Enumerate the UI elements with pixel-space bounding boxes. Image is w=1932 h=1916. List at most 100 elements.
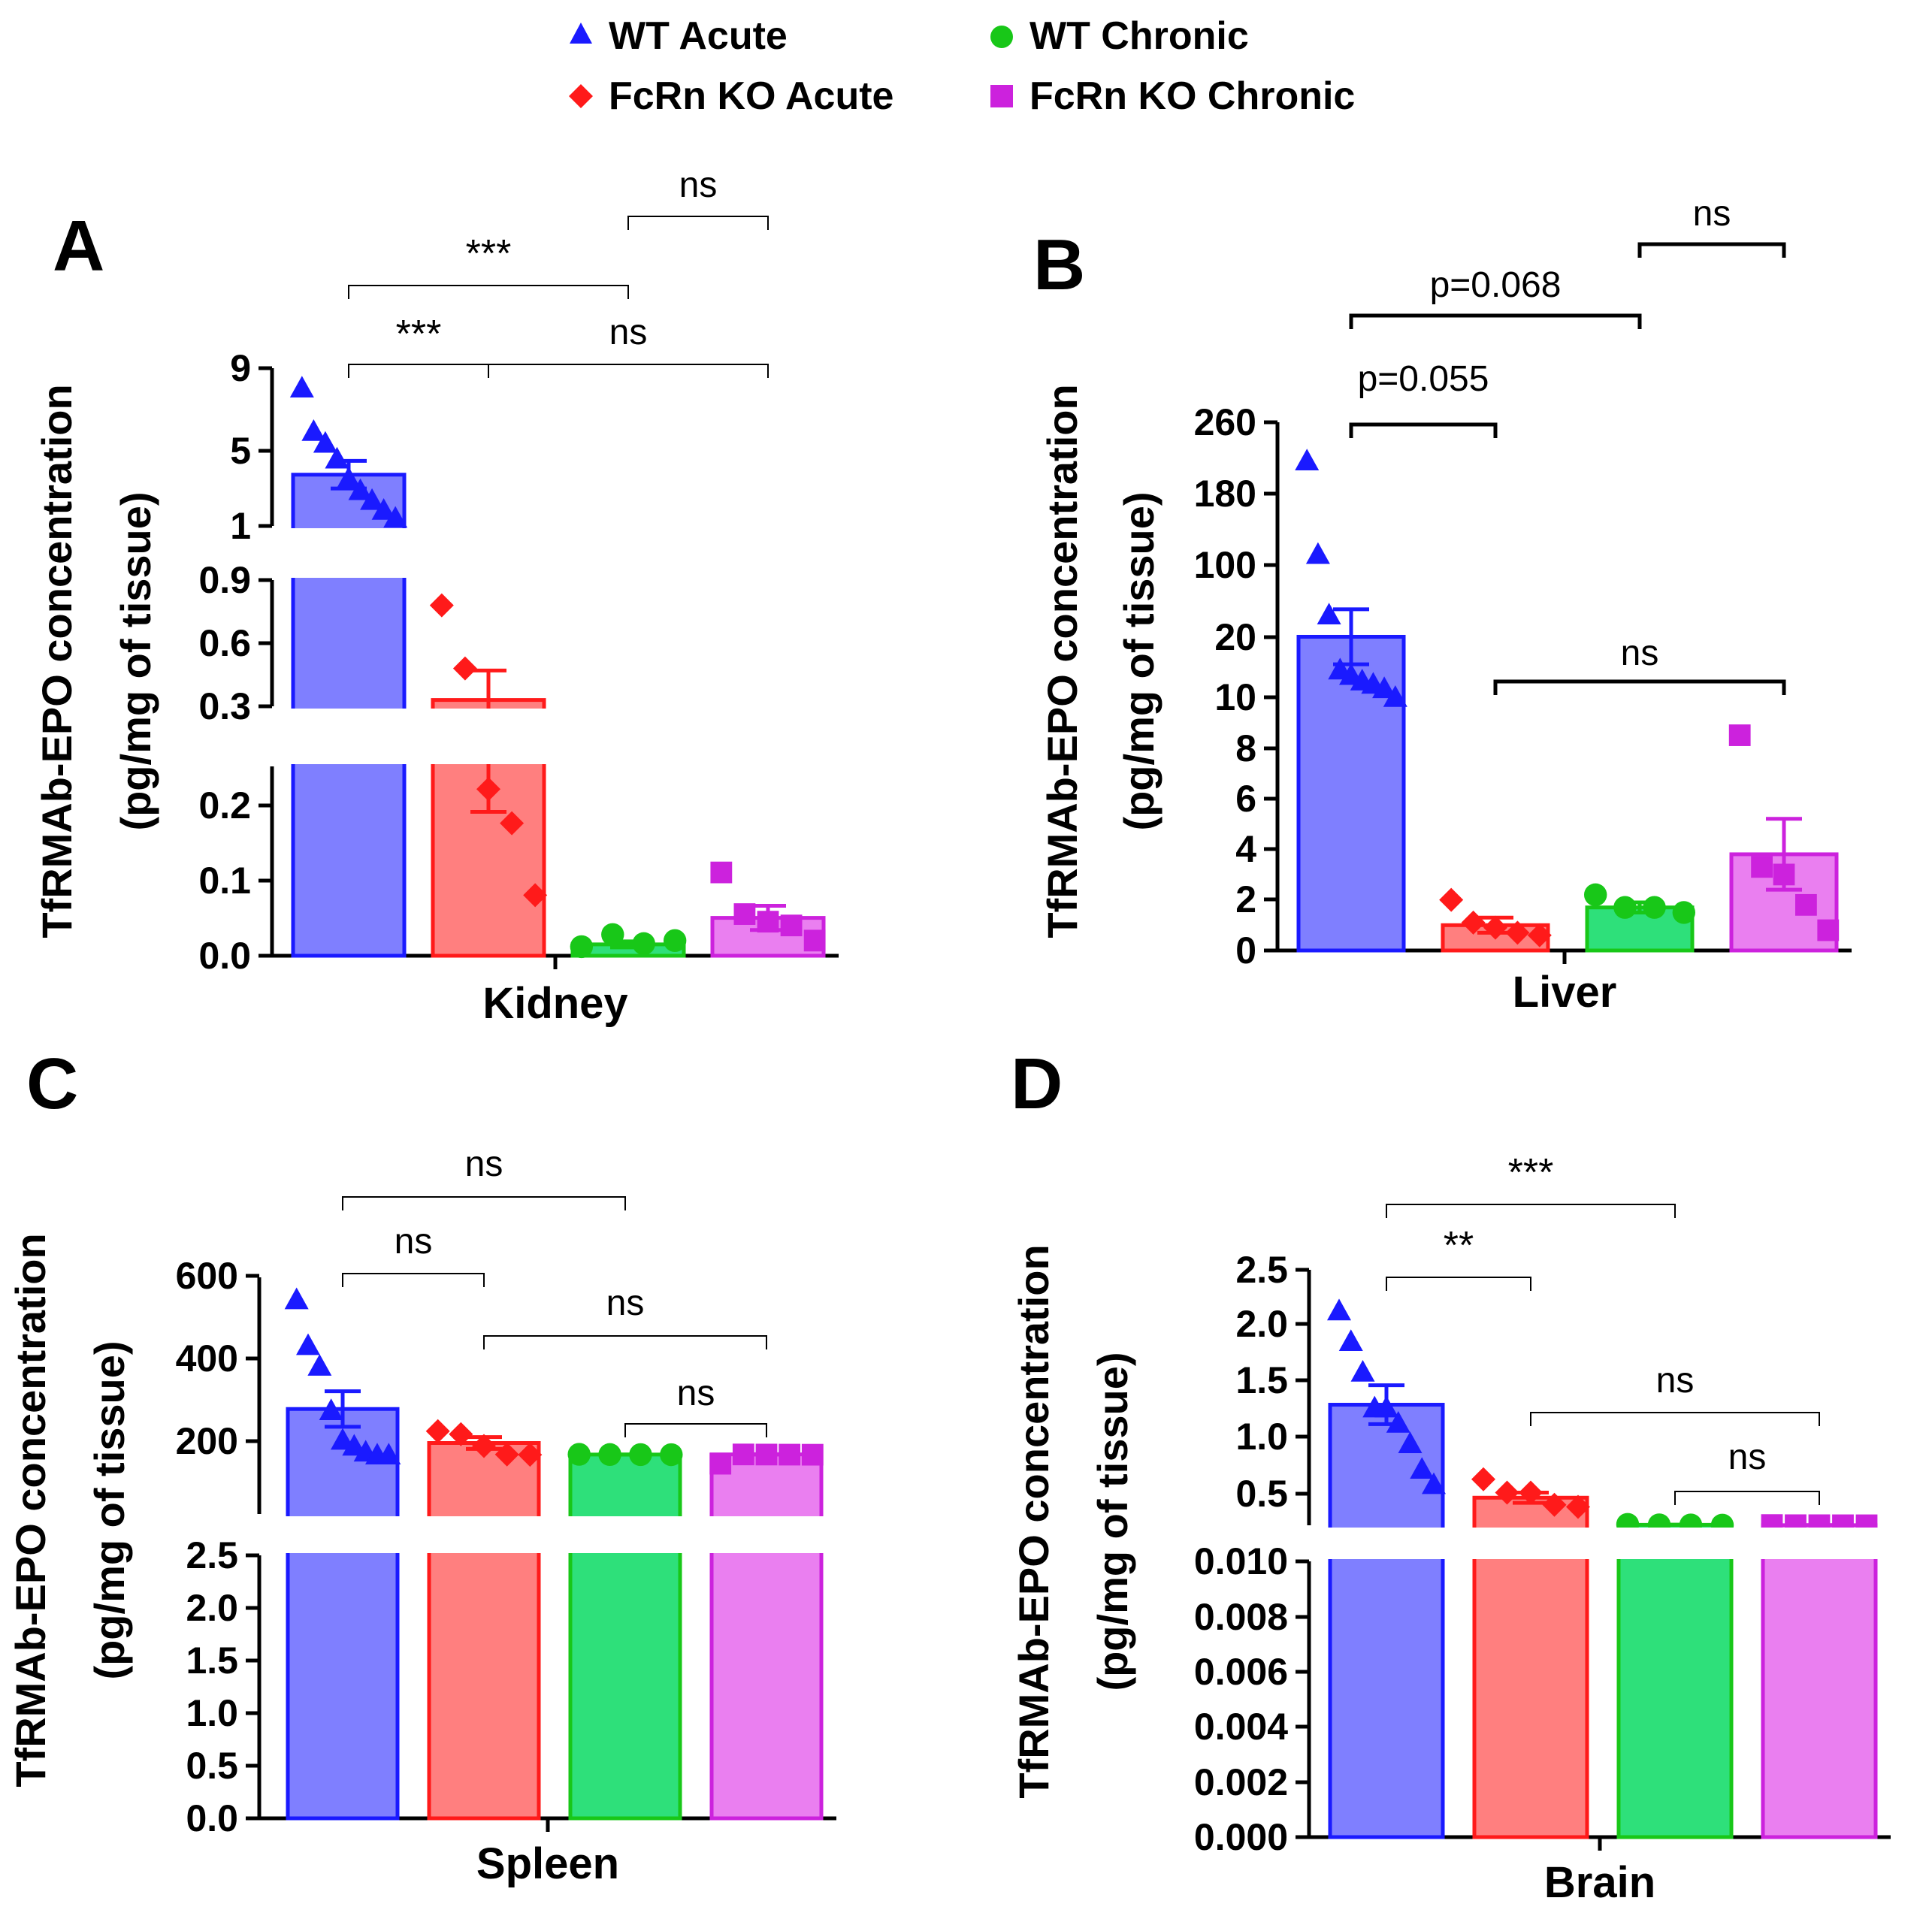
y-tick-label: 1: [230, 505, 251, 547]
y-tick-label: 0.006: [1194, 1651, 1288, 1693]
significance-label: ns: [677, 1374, 715, 1413]
legend-marker-fcrn-ko-acute: [569, 84, 593, 108]
data-point-square: [1817, 919, 1840, 941]
panel-a: A 0.0 0.1 0.2 0.3 0.6 0.9 1 5 9 Kidney TfRMAb-EPO c…: [33, 165, 858, 1028]
significance-bracket: [624, 1423, 767, 1437]
y-tick-label: 200: [176, 1420, 238, 1462]
data-point-circle: [598, 1443, 621, 1467]
legend-label-fcrn-ko-chronic: FcRn KO Chronic: [1029, 74, 1355, 118]
data-point-diamond: [425, 1419, 450, 1443]
data-point-triangle: [1317, 603, 1341, 624]
data-point-square: [733, 903, 756, 925]
y-tick-label: 260: [1194, 401, 1256, 443]
significance-bracket: [1674, 1491, 1820, 1505]
legend-item-wt-acute: WT Acute: [570, 14, 788, 58]
significance-label: ns: [1621, 633, 1659, 673]
y-tick-label: 1.0: [186, 1692, 238, 1734]
data-point-square: [732, 1443, 754, 1466]
significance-label: ns: [609, 313, 648, 352]
significance-bracket: [1349, 422, 1498, 438]
significance-label: ns: [395, 1222, 433, 1262]
significance-bracket: [348, 364, 489, 378]
bar-fcrn-ko-acute: [427, 1441, 541, 1821]
y-tick-label: 2: [1235, 878, 1256, 920]
legend-marker-wt-chronic: [990, 26, 1013, 48]
y-tick-label: 20: [1214, 616, 1256, 658]
legend-item-wt-chronic: WT Chronic: [990, 14, 1249, 58]
data-point-diamond: [1519, 1480, 1543, 1505]
data-point-diamond: [500, 811, 525, 836]
panel-b: B 0 2 4 6 8 10 20 100 180 260 Liver TfRMAb-EPO conce…: [1033, 194, 1852, 1017]
y-axis-label-units: (pg/mg of tissue): [86, 1340, 133, 1679]
data-point-triangle: [296, 1333, 321, 1355]
data-point-triangle: [1305, 542, 1330, 564]
data-point-diamond: [449, 1422, 473, 1446]
panel-d: D 0.000 0.002 0.004 0.006 0.008 0.010 0.5 1.0 1.5…: [1010, 1044, 1910, 1907]
bar-wt-chronic: [1616, 1522, 1734, 1839]
significance-label: ***: [396, 313, 442, 356]
data-point-diamond: [494, 1442, 519, 1467]
data-point-diamond: [1495, 1480, 1519, 1505]
axis-break-gap: [269, 528, 858, 578]
significance-label: ns: [606, 1283, 645, 1323]
data-point-square: [709, 1452, 732, 1475]
data-point-circle: [660, 1443, 683, 1467]
data-point-circle: [570, 935, 594, 959]
data-point-diamond: [476, 777, 500, 802]
significance-label: ns: [1693, 194, 1731, 234]
y-tick-label: 0.3: [198, 685, 251, 727]
data-point-triangle: [1410, 1457, 1435, 1479]
y-tick-label: 0.002: [1194, 1761, 1288, 1803]
y-tick-label: 2.5: [1235, 1249, 1288, 1291]
data-point-circle: [629, 1443, 652, 1467]
significance-bracket: [1530, 1412, 1820, 1426]
panel-c: C 0.0 0.5 1.0 1.5 2.0 2.5 200 400 600 Spleen TfRMAb…: [7, 1044, 856, 1888]
y-tick-label: 0.000: [1194, 1816, 1288, 1858]
bar-wt-chronic: [568, 1452, 682, 1821]
y-tick-label: 1.5: [186, 1639, 238, 1682]
data-point-square: [1728, 724, 1751, 746]
data-point-diamond: [1471, 1467, 1495, 1491]
y-tick-label: 1.0: [1235, 1416, 1288, 1458]
significance-bracket: [1637, 242, 1786, 258]
legend-item-fcrn-ko-chronic: FcRn KO Chronic: [990, 74, 1355, 118]
y-tick-label: 0.6: [198, 622, 251, 664]
y-axis-label: TfRMAb-EPO concentration: [1010, 1244, 1057, 1798]
x-axis-label: Spleen: [476, 1839, 619, 1888]
data-point-triangle: [1383, 685, 1407, 707]
data-point-square: [801, 1443, 824, 1466]
y-tick-label: 5: [230, 430, 251, 472]
axis-break-gap: [1306, 1528, 1910, 1559]
y-tick-label: 2.0: [186, 1587, 238, 1629]
y-axis-label: TfRMAb-EPO concentration: [1039, 384, 1086, 938]
data-point-circle: [601, 923, 624, 946]
data-point-diamond: [1439, 887, 1464, 912]
data-point-triangle: [1338, 1329, 1363, 1351]
data-point-triangle: [301, 419, 326, 441]
data-point-diamond: [1566, 1494, 1590, 1519]
panel-letter: D: [1011, 1044, 1063, 1124]
y-axis-label: TfRMAb-EPO concentration: [7, 1233, 54, 1787]
data-point-diamond: [1461, 910, 1486, 935]
data-point-circle: [663, 929, 687, 953]
axis-break-gap: [269, 709, 858, 764]
significance-bracket: [1493, 679, 1786, 695]
data-point-diamond: [429, 593, 454, 618]
significance-bracket: [348, 285, 629, 299]
y-tick-label: 9: [230, 347, 251, 389]
y-tick-label: 0.0: [186, 1797, 238, 1839]
data-point-square: [1751, 856, 1773, 878]
x-axis-label: Brain: [1544, 1858, 1655, 1907]
data-point-square: [757, 911, 779, 933]
data-point-circle: [1643, 896, 1666, 919]
legend-marker-wt-acute: [570, 23, 592, 44]
data-point-triangle: [1398, 1431, 1423, 1453]
data-point-triangle: [307, 1354, 332, 1376]
significance-bracket: [488, 364, 769, 378]
significance-bracket: [627, 216, 769, 230]
y-axis-label-units: (pg/mg of tissue): [1115, 491, 1163, 830]
y-tick-label: 1.5: [1235, 1359, 1288, 1401]
data-point-square: [755, 1443, 778, 1466]
significance-bracket: [1386, 1204, 1676, 1218]
